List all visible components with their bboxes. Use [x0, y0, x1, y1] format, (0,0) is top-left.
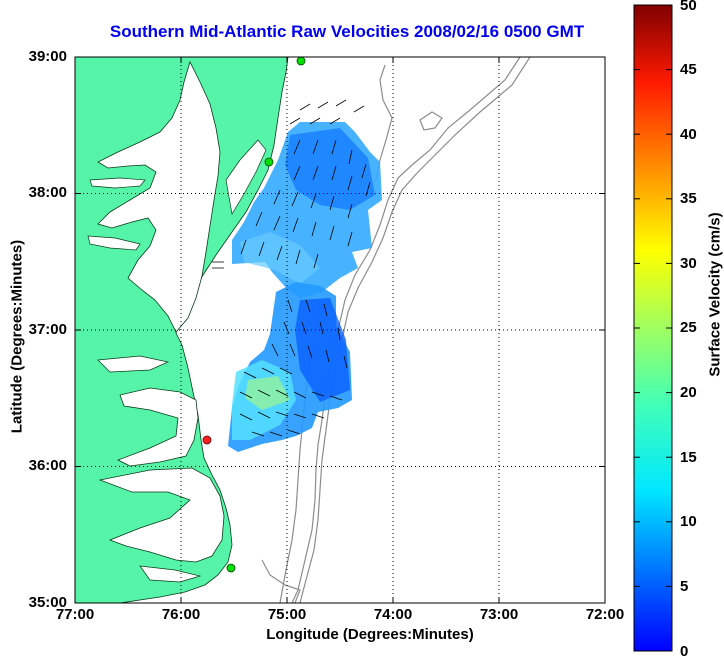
y-axis-label: Latitude (Degrees:Minutes) [8, 239, 26, 434]
colorbar-tick-label: 15 [680, 449, 697, 466]
radar-site-marker [226, 563, 236, 573]
lat-tick-label: 39:00 [28, 48, 67, 65]
x-axis-label: Longitude (Degrees:Minutes) [266, 626, 474, 643]
lon-tick-label: 75:00 [267, 606, 307, 623]
colorbar-ticks [634, 69, 672, 587]
lon-tick-label: 74:00 [373, 606, 413, 623]
radar-sites [202, 57, 306, 573]
colorbar-tick-label: 20 [680, 384, 697, 401]
land-mass [75, 57, 289, 603]
colorbar-tick-label: 0 [680, 643, 689, 660]
radar-site-marker [264, 157, 274, 167]
axis-tick-marks [75, 57, 605, 603]
colorbar-tick-label: 25 [680, 319, 697, 336]
velocity-field-north [232, 122, 382, 298]
colorbar-tick-label: 35 [680, 190, 697, 207]
grid-lines [75, 57, 605, 603]
colorbar-tick-label: 45 [680, 61, 697, 78]
velocity-arrows [212, 99, 371, 437]
radar-site-marker [296, 57, 306, 66]
lat-tick-label: 35:00 [28, 594, 67, 611]
colorbar-tick-label: 10 [680, 513, 697, 530]
lon-tick-label: 72:00 [585, 606, 625, 623]
map-title: Southern Mid-Atlantic Raw Velocities 200… [109, 22, 585, 41]
colorbar-tick-label: 5 [680, 578, 689, 595]
colorbar-label: Surface Velocity (cm/s) [706, 212, 724, 377]
colorbar [633, 4, 673, 652]
lon-tick-label: 77:00 [55, 606, 95, 623]
lat-tick-label: 38:00 [28, 184, 67, 201]
radar-site-marker [202, 435, 212, 445]
lon-tick-label: 76:00 [161, 606, 201, 623]
colorbar-tick-label: 30 [680, 255, 697, 272]
colorbar-tick-label: 50 [680, 0, 697, 14]
lon-tick-label: 73:00 [479, 606, 519, 623]
colorbar-tick-label: 40 [680, 126, 697, 143]
lat-tick-label: 37:00 [28, 321, 67, 338]
lat-tick-label: 36:00 [28, 457, 67, 474]
